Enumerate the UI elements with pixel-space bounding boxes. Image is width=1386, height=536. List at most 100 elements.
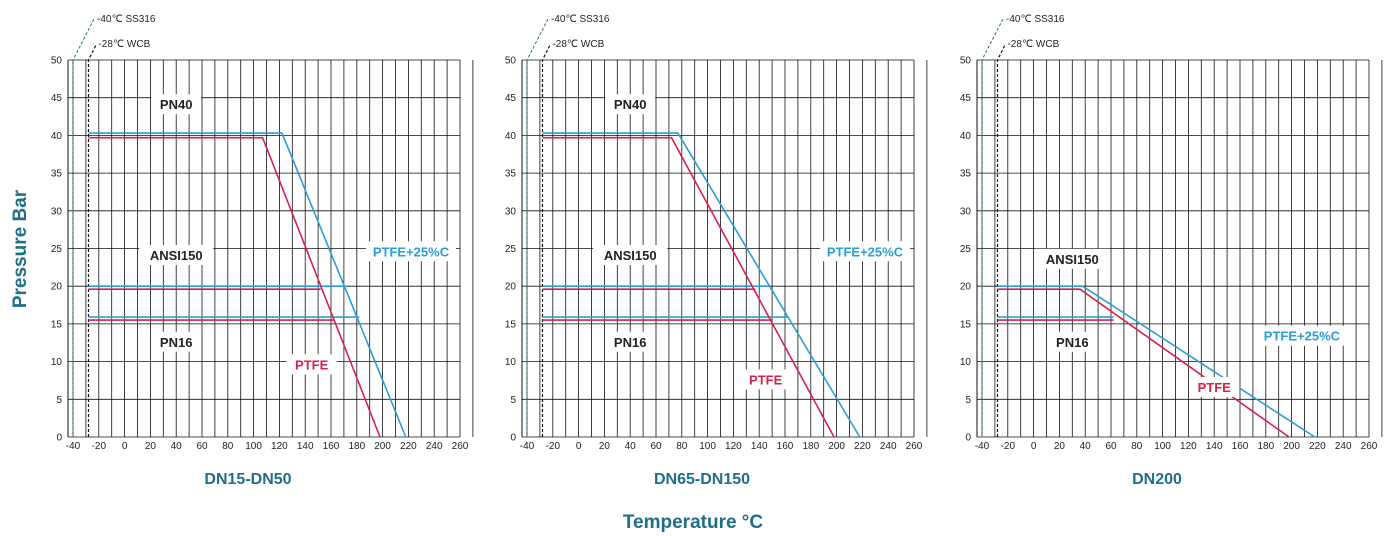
ss316-limit-line: [526, 16, 550, 437]
y-tick-label: 50: [51, 56, 63, 67]
x-tick-label: 260: [906, 441, 923, 452]
region-label-pn16: PN16: [160, 335, 193, 350]
x-tick-label: 60: [1105, 441, 1117, 452]
chart-panel-3: 0 5 10 15 20 25 30 35 40 45 50 -40 -20 0 20 40 60 80 100 12…: [960, 14, 1383, 488]
y-tick-label: 0: [965, 433, 971, 444]
ss316-limit-line: [981, 16, 1005, 437]
region-label-bg: [593, 245, 668, 266]
region-label-ansi150: ANSI150: [604, 248, 657, 263]
wcb-note: -28℃ WCB: [552, 39, 604, 50]
x-tick-label: 20: [599, 441, 611, 452]
x-tick-label: 40: [625, 441, 637, 452]
region-label-ansi150: ANSI150: [150, 248, 203, 263]
x-tick-label: -40: [66, 441, 81, 452]
x-tick-label: 220: [854, 441, 871, 452]
x-tick-label: 140: [751, 441, 768, 452]
x-tick-label: 0: [576, 441, 582, 452]
y-tick-label: 35: [960, 169, 972, 180]
y-tick-label: 45: [505, 93, 517, 104]
region-label-bg: [151, 331, 202, 352]
series-line-ptfe-3: [542, 136, 835, 438]
y-tick-label: 5: [510, 395, 516, 406]
y-tick-label: 50: [505, 56, 517, 67]
x-tick-label: 160: [1232, 441, 1249, 452]
x-tick-label: 260: [1361, 441, 1378, 452]
x-tick-label: 200: [828, 441, 845, 452]
y-tick-label: 40: [960, 131, 972, 142]
ss316-limit-line: [72, 16, 96, 437]
wcb-limit-line: [541, 43, 552, 437]
y-tick-label: 30: [51, 206, 63, 217]
y-tick-label: 5: [56, 395, 62, 406]
wcb-note: -28℃ WCB: [98, 39, 150, 50]
y-axis-label: Pressure Bar: [10, 189, 31, 308]
region-label-pn16: PN16: [614, 335, 647, 350]
region-label-bg: [139, 245, 214, 266]
x-tick-label: 40: [1080, 441, 1092, 452]
region-label-ptfe: PTFE: [295, 357, 329, 372]
y-tick-label: 35: [51, 169, 63, 180]
wcb-limit-line: [87, 43, 98, 437]
y-tick-label: 30: [960, 206, 972, 217]
chart-title-2: DN65-DN150: [654, 471, 750, 488]
x-tick-label: -20: [546, 441, 561, 452]
x-tick-label: 100: [699, 441, 716, 452]
y-tick-label: 40: [51, 131, 63, 142]
x-tick-label: 180: [802, 441, 819, 452]
y-tick-label: 25: [505, 244, 517, 255]
region-label-bg: [1189, 376, 1240, 397]
wcb-limit-line: [996, 43, 1007, 437]
x-tick-label: 140: [297, 441, 314, 452]
x-tick-label: 100: [245, 441, 262, 452]
x-tick-label: 160: [777, 441, 794, 452]
x-tick-label: -20: [1001, 441, 1016, 452]
x-tick-label: 140: [1206, 441, 1223, 452]
region-label-bg: [819, 241, 910, 262]
y-tick-label: 50: [960, 56, 972, 67]
series-line-ptfe25c-0: [88, 132, 407, 438]
x-tick-label: 240: [1335, 441, 1352, 452]
y-tick-label: 40: [505, 131, 517, 142]
region-label-bg: [740, 369, 791, 390]
chart-panel-1: 0 5 10 15 20 25 30 35 40 45 50 -40 -20 0 20 40 60 80 100 12…: [51, 14, 474, 488]
x-tick-label: 20: [1054, 441, 1066, 452]
x-tick-label: 260: [452, 441, 469, 452]
x-tick-label: 120: [725, 441, 742, 452]
x-tick-label: 60: [196, 441, 208, 452]
y-tick-label: 15: [505, 319, 517, 330]
x-tick-label: 120: [271, 441, 288, 452]
series-line-ptfe-3: [88, 136, 381, 438]
region-label-bg: [286, 354, 337, 375]
x-tick-label: 160: [323, 441, 340, 452]
region-label-ptfe25: PTFE+25%C: [827, 244, 904, 259]
region-label-bg: [151, 94, 202, 115]
x-tick-label: -40: [520, 441, 535, 452]
y-tick-label: 10: [960, 357, 972, 368]
series-line-ptfe-2: [997, 288, 1290, 438]
y-tick-label: 20: [51, 282, 63, 293]
region-label-pn40: PN40: [614, 97, 647, 112]
chart-title-3: DN200: [1132, 471, 1182, 488]
y-tick-label: 35: [505, 169, 517, 180]
region-label-ptfe: PTFE: [1198, 380, 1232, 395]
x-tick-label: 40: [171, 441, 183, 452]
y-tick-label: 20: [960, 282, 972, 293]
x-tick-label: 20: [145, 441, 157, 452]
y-tick-label: 10: [51, 357, 63, 368]
region-label-bg: [1256, 325, 1347, 346]
x-tick-label: -40: [975, 441, 990, 452]
region-label-ptfe: PTFE: [749, 372, 783, 387]
chart-title-1: DN15-DN50: [204, 471, 291, 488]
region-label-ansi150: ANSI150: [1046, 252, 1099, 267]
wcb-note: -28℃ WCB: [1007, 39, 1059, 50]
y-tick-label: 0: [56, 433, 62, 444]
x-tick-label: 180: [1257, 441, 1274, 452]
ss316-note: -40℃ SS316: [1006, 14, 1065, 25]
chart-panel-2: 0 5 10 15 20 25 30 35 40 45 50 -40 -20 0 20 40 60 80 100 12…: [505, 14, 928, 488]
y-tick-label: 25: [51, 244, 63, 255]
y-tick-label: 5: [965, 395, 971, 406]
y-tick-label: 45: [960, 93, 972, 104]
x-axis-label: Temperature °C: [623, 512, 764, 533]
